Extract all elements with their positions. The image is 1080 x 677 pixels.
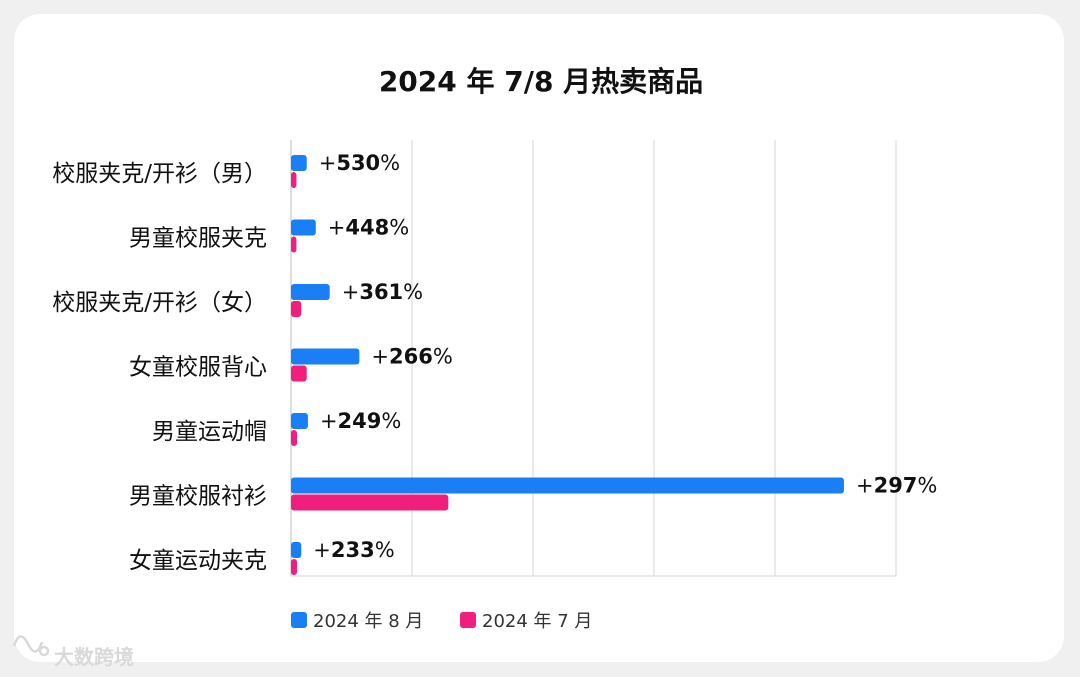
bar-jul (291, 494, 449, 511)
chart-card (14, 14, 1064, 662)
bar-aug (291, 477, 844, 494)
bar-aug (291, 155, 307, 171)
chart-title: 2024 年 7/8 月热卖商品 (379, 65, 703, 98)
bar-jul (291, 430, 298, 446)
bar-aug (291, 348, 360, 365)
bar-aug (291, 284, 330, 300)
watermark-logo-icon (12, 635, 50, 657)
data-label: +233% (313, 538, 394, 562)
data-label: +448% (328, 216, 409, 240)
data-label: +249% (320, 409, 401, 433)
data-label: +530% (319, 151, 400, 175)
category-label: 男童校服夹克 (129, 226, 267, 252)
watermark: 大数跨境 (12, 635, 134, 669)
legend: 2024 年 8 月 2024 年 7 月 (291, 611, 592, 632)
watermark-text: 大数跨境 (54, 645, 134, 669)
bar-jul (291, 236, 297, 253)
category-label: 男童运动帽 (152, 419, 267, 445)
bar-aug (291, 219, 316, 236)
category-label: 男童校服衬衫 (129, 484, 267, 510)
legend-label: 2024 年 7 月 (482, 611, 592, 632)
bars (291, 155, 844, 575)
bar-aug (291, 413, 308, 429)
bar-jul (291, 365, 307, 382)
data-label: +361% (342, 280, 423, 304)
legend-label: 2024 年 8 月 (313, 611, 423, 632)
bar-jul (291, 559, 298, 575)
bar-jul (291, 301, 302, 317)
bar-aug (291, 542, 302, 558)
category-label: 校服夹克/开衫（男） (52, 161, 267, 187)
data-labels: +530% +448% +361% +266% +249% +297% +233% (313, 151, 937, 562)
category-label: 校服夹克/开衫（女） (52, 290, 267, 316)
category-label: 女童运动夹克 (129, 548, 267, 574)
legend-swatch (460, 612, 476, 628)
bar-jul (291, 172, 297, 188)
data-label: +266% (371, 345, 452, 369)
category-label: 女童校服背心 (129, 355, 267, 381)
data-label: +297% (856, 474, 937, 498)
legend-swatch (291, 612, 307, 628)
